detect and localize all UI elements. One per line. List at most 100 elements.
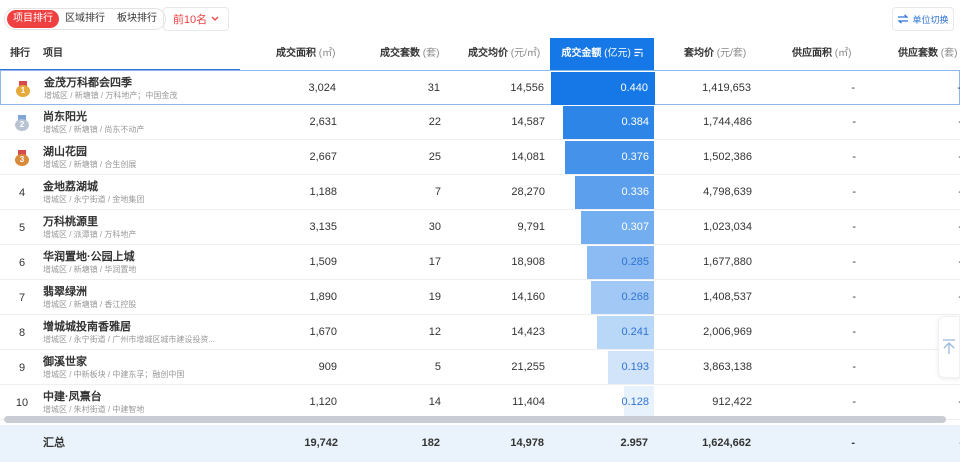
tab-district-ranking[interactable]: 区域排行 <box>65 13 105 24</box>
amount-cell: 0.285 <box>621 256 649 268</box>
table-row[interactable]: 8 增城城投南香雅居 增城区 / 永宁街道 / 广州市增城区城市建设投资... 1,6… <box>0 315 960 350</box>
units-cell: 25 <box>428 151 441 163</box>
table-row[interactable]: 10 中建·凤熹台 增城区 / 朱村街道 / 中建智地 1,120 14 11,404 0.… <box>0 385 960 420</box>
header-supply-units[interactable]: 供应套数 (套) <box>898 48 958 59</box>
table-row[interactable]: 4 金地荔湖城 增城区 / 永宁街道 / 金地集团 1,188 7 28,270 0.336… <box>0 175 960 210</box>
project-location: 增城区 / 派潭镇 / 万科地产 <box>43 230 137 239</box>
amount-cell: 0.384 <box>621 116 649 128</box>
total-units: 182 <box>421 437 440 449</box>
supply-area-cell: - <box>852 186 856 198</box>
header-unit-price[interactable]: 套均价 (元/套) <box>684 48 747 59</box>
area-cell: 2,667 <box>309 151 337 163</box>
rank-cell: 8 <box>0 315 44 350</box>
table-header: 排行 项目 成交面积 (㎡) 成交套数 (套) 成交均价 (元/㎡) 成交金额 … <box>0 38 960 70</box>
project-location: 增城区 / 朱村街道 / 中建智地 <box>43 405 145 414</box>
table-row[interactable]: 9 御溪世家 增城区 / 中新板块 / 中建东孚；融创中国 909 5 21,255 0.1… <box>0 350 960 385</box>
avg-price-cell: 28,270 <box>511 186 545 198</box>
top-n-label: 前10名 <box>172 14 208 26</box>
amount-bar <box>624 386 654 419</box>
total-avg-price: 14,978 <box>510 437 544 449</box>
project-location: 增城区 / 永宁街道 / 金地集团 <box>43 195 145 204</box>
project-location: 增城区 / 中新板块 / 中建东孚；融创中国 <box>43 370 185 379</box>
medal-gold-icon: 1 <box>16 80 30 97</box>
supply-units-cell: - <box>958 175 960 210</box>
header-avg-price[interactable]: 成交均价 (元/㎡) <box>468 48 541 59</box>
avg-price-cell: 14,587 <box>511 116 545 128</box>
unit-price-cell: 1,023,034 <box>703 221 752 233</box>
avg-price-cell: 14,423 <box>511 326 545 338</box>
medal-silver-icon: 2 <box>15 114 29 131</box>
supply-units-cell: - <box>958 245 960 280</box>
project-name[interactable]: 中建·凤熹台 <box>43 391 102 403</box>
supply-area-cell: - <box>852 361 856 373</box>
supply-units-cell: - <box>958 105 960 140</box>
unit-price-cell: 1,744,486 <box>703 116 752 128</box>
rank-cell: 4 <box>0 175 44 210</box>
area-cell: 1,188 <box>309 186 337 198</box>
rank-number: 4 <box>18 186 26 199</box>
project-name[interactable]: 华润置地·公园上城 <box>43 251 135 263</box>
amount-bar <box>575 176 654 209</box>
sort-desc-icon <box>634 49 643 58</box>
supply-units-cell: - <box>958 140 960 175</box>
header-supply-area[interactable]: 供应面积 (㎡) <box>792 48 852 59</box>
supply-area-cell: - <box>851 82 855 94</box>
project-name[interactable]: 尚东阳光 <box>43 111 87 123</box>
table-row[interactable]: 3 湖山花园 增城区 / 新塘镇 / 合生创展 2,667 25 14,081 0.376 1… <box>0 140 960 175</box>
rank-number: 9 <box>18 361 26 374</box>
unit-price-cell: 1,419,653 <box>702 82 751 94</box>
unit-price-cell: 1,677,880 <box>703 256 752 268</box>
amount-bar <box>597 316 654 349</box>
table-row[interactable]: 7 翡翠绿洲 增城区 / 新塘镇 / 香江控股 1,890 19 14,160 0.268 1… <box>0 280 960 315</box>
header-amount[interactable]: 成交金额 (亿元) <box>550 38 654 70</box>
project-name[interactable]: 金茂万科都会四季 <box>44 77 132 89</box>
amount-bar <box>608 351 654 384</box>
unit-switch-button[interactable]: 单位切换 <box>892 7 954 31</box>
supply-units-cell: - <box>958 280 960 315</box>
project-name[interactable]: 万科桃源里 <box>43 216 98 228</box>
total-label: 汇总 <box>43 437 65 449</box>
project-name[interactable]: 翡翠绿洲 <box>43 286 87 298</box>
avg-price-cell: 14,160 <box>511 291 545 303</box>
rank-number: 8 <box>18 326 26 339</box>
unit-switch-label: 单位切换 <box>912 14 949 25</box>
project-name[interactable]: 金地荔湖城 <box>43 181 98 193</box>
area-cell: 1,120 <box>309 396 337 408</box>
tab-project-ranking[interactable]: 项目排行 <box>7 10 59 28</box>
units-cell: 22 <box>428 116 441 128</box>
project-name[interactable]: 湖山花园 <box>43 146 87 158</box>
units-cell: 17 <box>428 256 441 268</box>
area-cell: 1,670 <box>309 326 337 338</box>
units-cell: 5 <box>434 361 441 373</box>
header-area[interactable]: 成交面积 (㎡) <box>276 48 336 59</box>
top-n-dropdown[interactable]: 前10名 <box>163 7 229 31</box>
rank-number: 5 <box>18 221 26 234</box>
units-cell: 30 <box>428 221 441 233</box>
project-name[interactable]: 增城城投南香雅居 <box>43 321 131 333</box>
unit-price-cell: 1,502,386 <box>703 151 752 163</box>
supply-units-cell: - <box>958 210 960 245</box>
toolbar: 项目排行 区域排行 板块排行 前10名 单位切换 <box>0 0 960 38</box>
table-row[interactable]: 2 尚东阳光 增城区 / 新塘镇 / 尚东不动产 2,631 22 14,587 0.384… <box>0 105 960 140</box>
table-row[interactable]: 6 华润置地·公园上城 增城区 / 新塘镇 / 华润置地 1,509 17 18,908 0… <box>0 245 960 280</box>
horizontal-scrollbar[interactable] <box>4 416 946 423</box>
project-name[interactable]: 御溪世家 <box>43 356 87 368</box>
back-to-top-icon <box>943 339 955 354</box>
amount-bar <box>591 281 654 314</box>
back-to-top-button[interactable] <box>938 316 960 378</box>
unit-price-cell: 4,798,639 <box>703 186 752 198</box>
avg-price-cell: 21,255 <box>511 361 545 373</box>
amount-cell: 0.307 <box>621 221 649 233</box>
medal-bronze-icon: 3 <box>15 149 29 166</box>
header-units[interactable]: 成交套数 (套) <box>380 48 440 59</box>
swap-icon <box>897 14 910 24</box>
table-row[interactable]: 5 万科桃源里 增城区 / 派潭镇 / 万科地产 3,135 30 9,791 0.307 1… <box>0 210 960 245</box>
total-row: 汇总 19,742 182 14,978 2.957 1,624,662 - - <box>0 425 960 462</box>
avg-price-cell: 11,404 <box>512 396 545 408</box>
rank-cell: 1 <box>1 71 45 106</box>
table-row[interactable]: 1 金茂万科都会四季 增城区 / 新塘镇 / 万科地产；中国金茂 3,024 31 14,… <box>0 70 960 105</box>
tab-sector-ranking[interactable]: 板块排行 <box>117 13 157 24</box>
area-cell: 1,509 <box>309 256 337 268</box>
area-cell: 909 <box>318 361 337 373</box>
unit-price-cell: 3,863,138 <box>703 361 752 373</box>
